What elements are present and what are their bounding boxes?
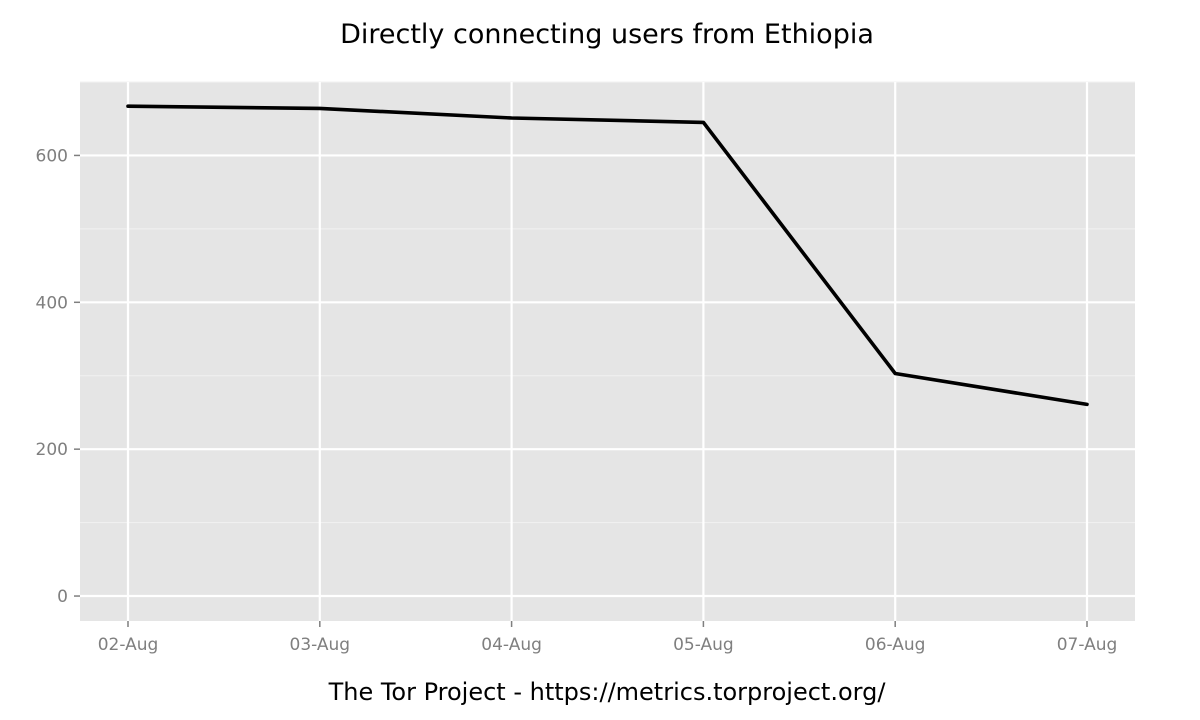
x-tick-label: 06-Aug bbox=[865, 635, 926, 655]
y-tick-label: 0 bbox=[57, 587, 68, 607]
chart-title: Directly connecting users from Ethiopia bbox=[340, 19, 874, 50]
minor-grid bbox=[80, 81, 1135, 524]
x-tick-label: 02-Aug bbox=[98, 635, 159, 655]
x-tick-label: 07-Aug bbox=[1057, 635, 1118, 655]
x-tick-label: 05-Aug bbox=[673, 635, 734, 655]
x-tick-label: 03-Aug bbox=[290, 635, 351, 655]
x-tick-label: 04-Aug bbox=[481, 635, 542, 655]
x-axis: 02-Aug 03-Aug 04-Aug 05-Aug 06-Aug 07-Aug bbox=[98, 621, 1118, 655]
major-grid bbox=[80, 82, 1135, 621]
chart-caption: The Tor Project - https://metrics.torpro… bbox=[328, 678, 887, 706]
y-tick-label: 200 bbox=[36, 440, 68, 460]
y-axis: 0 200 400 600 bbox=[36, 146, 80, 607]
series-line bbox=[126, 104, 1089, 407]
plot-panel bbox=[80, 82, 1135, 621]
y-tick-label: 600 bbox=[36, 146, 68, 166]
y-tick-label: 400 bbox=[36, 293, 68, 313]
series-layer bbox=[126, 104, 1089, 407]
